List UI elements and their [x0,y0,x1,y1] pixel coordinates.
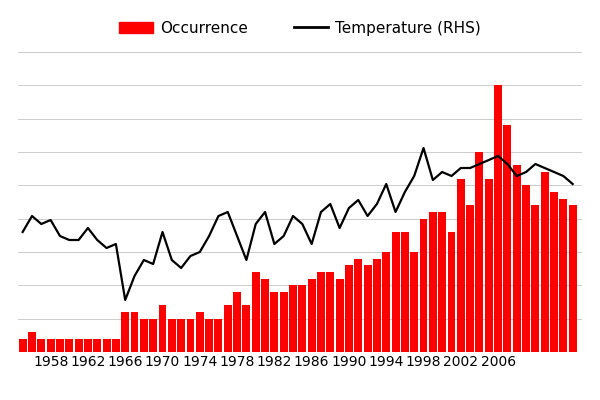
Bar [522,185,530,352]
Bar [373,259,381,352]
Bar [559,199,568,352]
Bar [140,319,148,352]
Bar [84,339,92,352]
Bar [317,272,325,352]
Bar [242,305,250,352]
Bar [466,205,474,352]
Bar [532,205,539,352]
Bar [419,219,427,352]
Bar [224,305,232,352]
Bar [121,312,129,352]
Bar [168,319,176,352]
Bar [28,332,36,352]
Bar [298,285,306,352]
Bar [448,232,455,352]
Bar [550,192,558,352]
Bar [252,272,260,352]
Bar [569,205,577,352]
Bar [93,339,101,352]
Bar [271,292,278,352]
Bar [158,305,166,352]
Bar [335,279,344,352]
Bar [47,339,55,352]
Bar [513,165,521,352]
Bar [177,319,185,352]
Bar [131,312,139,352]
Bar [382,252,390,352]
Bar [541,172,548,352]
Bar [503,125,511,352]
Bar [326,272,334,352]
Bar [65,339,73,352]
Bar [345,265,353,352]
Bar [261,279,269,352]
Bar [280,292,287,352]
Bar [37,339,45,352]
Bar [438,212,446,352]
Bar [494,85,502,352]
Bar [401,232,409,352]
Bar [289,285,297,352]
Bar [308,279,316,352]
Bar [187,319,194,352]
Bar [364,265,371,352]
Bar [475,152,484,352]
Bar [485,179,493,352]
Bar [196,312,204,352]
Bar [74,339,83,352]
Bar [457,179,465,352]
Bar [205,319,213,352]
Bar [103,339,110,352]
Bar [214,319,223,352]
Bar [112,339,120,352]
Bar [410,252,418,352]
Bar [392,232,400,352]
Bar [149,319,157,352]
Bar [19,339,26,352]
Bar [233,292,241,352]
Bar [355,259,362,352]
Bar [429,212,437,352]
Legend: Occurrence, Temperature (RHS): Occurrence, Temperature (RHS) [113,15,487,42]
Bar [56,339,64,352]
